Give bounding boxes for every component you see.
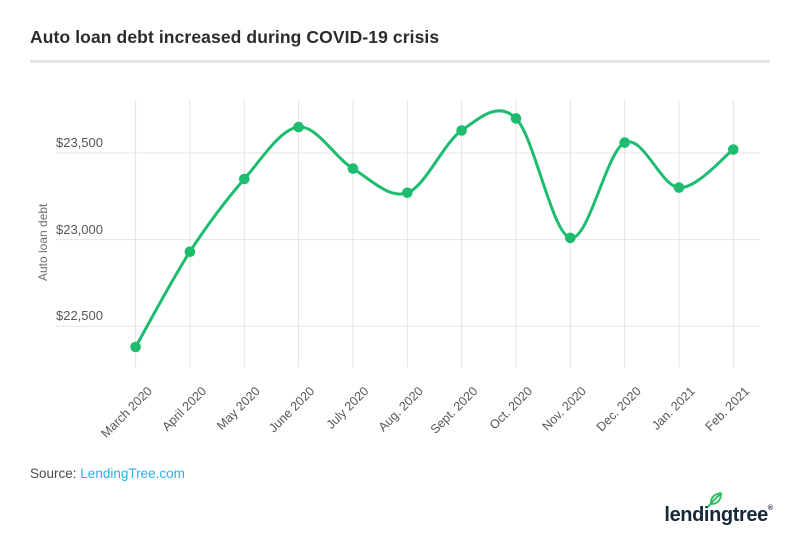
data-point-sept-2020: [456, 125, 467, 136]
data-point-jan-2021: [673, 182, 685, 193]
lendingtree-logo: lendingtree®: [664, 492, 773, 527]
y-tick-label: $22,500: [56, 308, 103, 324]
logo-text: lendingtree: [664, 504, 768, 526]
series-line-auto-loan-debt: [134, 109, 735, 349]
y-tick-label: $23,000: [56, 221, 103, 237]
source-line: Source: LendingTree.com: [30, 466, 185, 481]
y-axis-title: Auto loan debt: [36, 203, 50, 281]
leaf-icon: [707, 492, 723, 508]
data-point-nov-2020: [565, 232, 576, 244]
data-point-oct-2020: [510, 113, 522, 124]
data-point-feb-2021: [728, 144, 739, 155]
data-point-aug-2020: [402, 187, 413, 199]
data-point-july-2020: [347, 163, 359, 174]
data-point-june-2020: [293, 121, 304, 133]
page-title: Auto loan debt increased during COVID-19…: [30, 27, 440, 47]
y-tick-label: $23,500: [56, 135, 103, 150]
source-label: Source:: [30, 466, 77, 481]
data-point-dec-2020: [619, 137, 630, 148]
data-point-april-2020: [184, 246, 196, 257]
data-point-march-2020: [130, 341, 141, 353]
title-divider: [30, 60, 770, 63]
source-link[interactable]: LendingTree.com: [80, 466, 185, 481]
registered-mark: ®: [767, 505, 773, 512]
data-point-may-2020: [239, 173, 250, 185]
